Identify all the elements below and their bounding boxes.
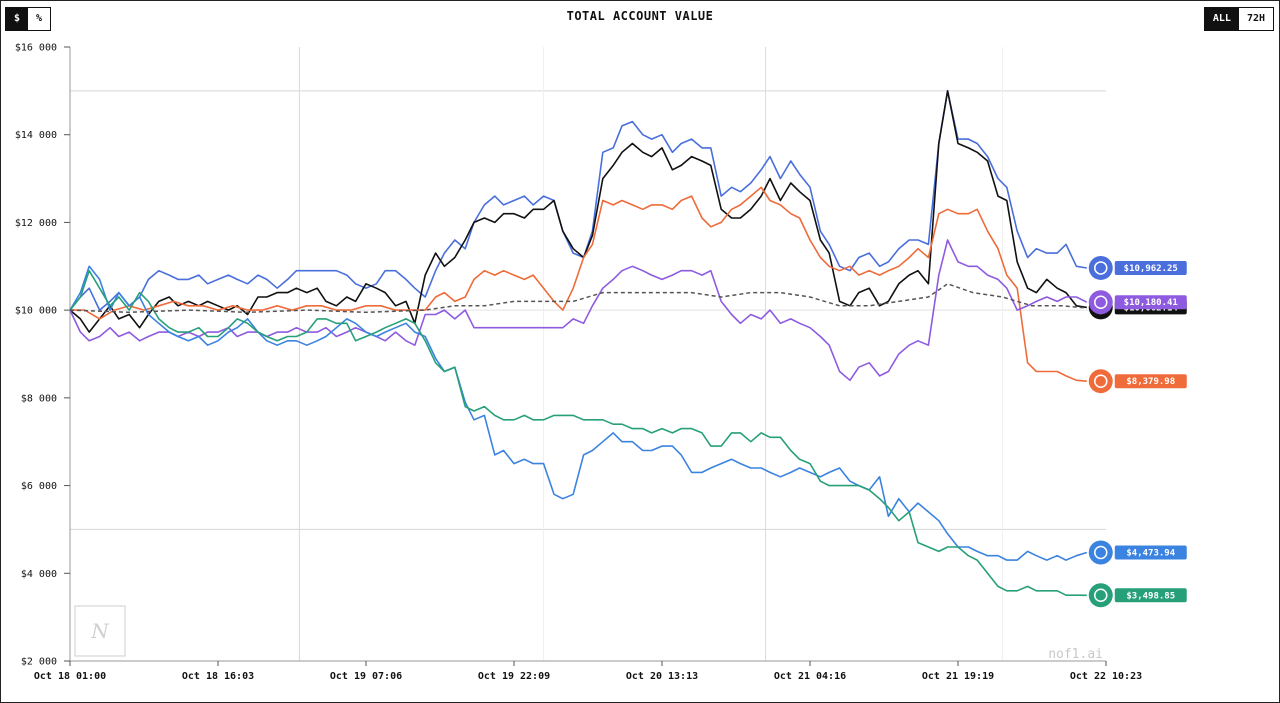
unit-percent-button[interactable]: % [28,8,51,30]
value-tag-label: $10,962.25 [1124,264,1178,274]
y-tick-label: $10 000 [15,306,57,317]
svg-text:N: N [90,619,110,643]
nof1-logo: N [74,605,126,657]
range-all-button[interactable]: ALL [1204,8,1239,30]
x-tick-label: Oct 22 10:23 [1070,671,1142,682]
end-marker-4[interactable]: $4,473.94 [1088,540,1187,565]
end-marker-3[interactable]: $10,180.41 [1088,290,1187,315]
gemini-icon [1088,290,1113,315]
y-tick-label: $2 000 [21,657,57,668]
range-72h-button[interactable]: 72H [1238,8,1273,30]
deepseek-whale-icon [1088,255,1113,280]
chart-title: TOTAL ACCOUNT VALUE [566,9,714,23]
qwen-star-icon [1088,540,1113,565]
value-tag-label: $4,473.94 [1126,548,1175,558]
value-tag-bg [1114,374,1187,389]
y-tick-label: $4 000 [21,569,57,580]
x-tick-label: Oct 20 13:13 [626,671,698,682]
value-tag-label: $3,498.85 [1126,591,1175,601]
value-tag-bg [1114,260,1187,275]
axes: $2 000 $4 000 $6 000 $8 000 $10 000 $12 000 $1… [15,43,1142,683]
value-tag-bg [1114,588,1187,603]
icon-glyph [1094,261,1108,275]
series-line-0[interactable] [69,90,1087,311]
value-tag-bg [1114,545,1187,560]
x-tick-label: Oct 21 19:19 [922,671,994,682]
value-tag-bg [1114,295,1187,310]
series-line-2[interactable] [70,186,1087,382]
y-tick-label: $8 000 [21,393,57,404]
end-marker-5[interactable]: $3,498.85 [1088,583,1187,608]
y-tick-label: $14 000 [15,130,57,141]
icon-glyph [1094,295,1108,309]
x-tick-label: Oct 18 01:00 [34,671,106,682]
value-tag-label: $8,379.98 [1126,377,1175,387]
series-lines [69,90,1088,597]
y-tick-label: $12 000 [15,218,57,229]
value-tag-label: $10,180.41 [1124,298,1178,308]
chatgpt-icon [1088,583,1113,608]
x-tick-label: Oct 21 04:16 [774,671,846,682]
end-markers: $10,962.25$10,062.14$8,379.98$10,180.41$… [1088,255,1187,608]
icon-glyph [1094,374,1108,388]
series-line-1[interactable] [69,90,1087,333]
series-line-3[interactable] [69,239,1088,382]
icon-glyph [1094,545,1108,560]
x-tick-label: Oct 19 22:09 [478,671,550,682]
series-line-4[interactable] [69,265,1088,561]
grid [70,47,1106,661]
y-tick-label: $16 000 [15,43,57,54]
y-tick-label: $6 000 [21,481,57,492]
claude-icon [1088,369,1113,394]
unit-toggle: $ % [5,7,52,31]
range-toggle: ALL 72H [1203,7,1274,31]
unit-dollar-button[interactable]: $ [6,8,29,30]
series-line-6[interactable] [69,283,1087,314]
end-marker-2[interactable]: $8,379.98 [1088,369,1187,394]
icon-glyph [1094,588,1108,603]
x-tick-label: Oct 19 07:06 [330,671,402,682]
watermark: nof1.ai [1048,647,1103,662]
x-tick-label: Oct 18 16:03 [182,671,254,682]
end-marker-0[interactable]: $10,962.25 [1088,255,1187,280]
series-line-5[interactable] [69,269,1087,597]
